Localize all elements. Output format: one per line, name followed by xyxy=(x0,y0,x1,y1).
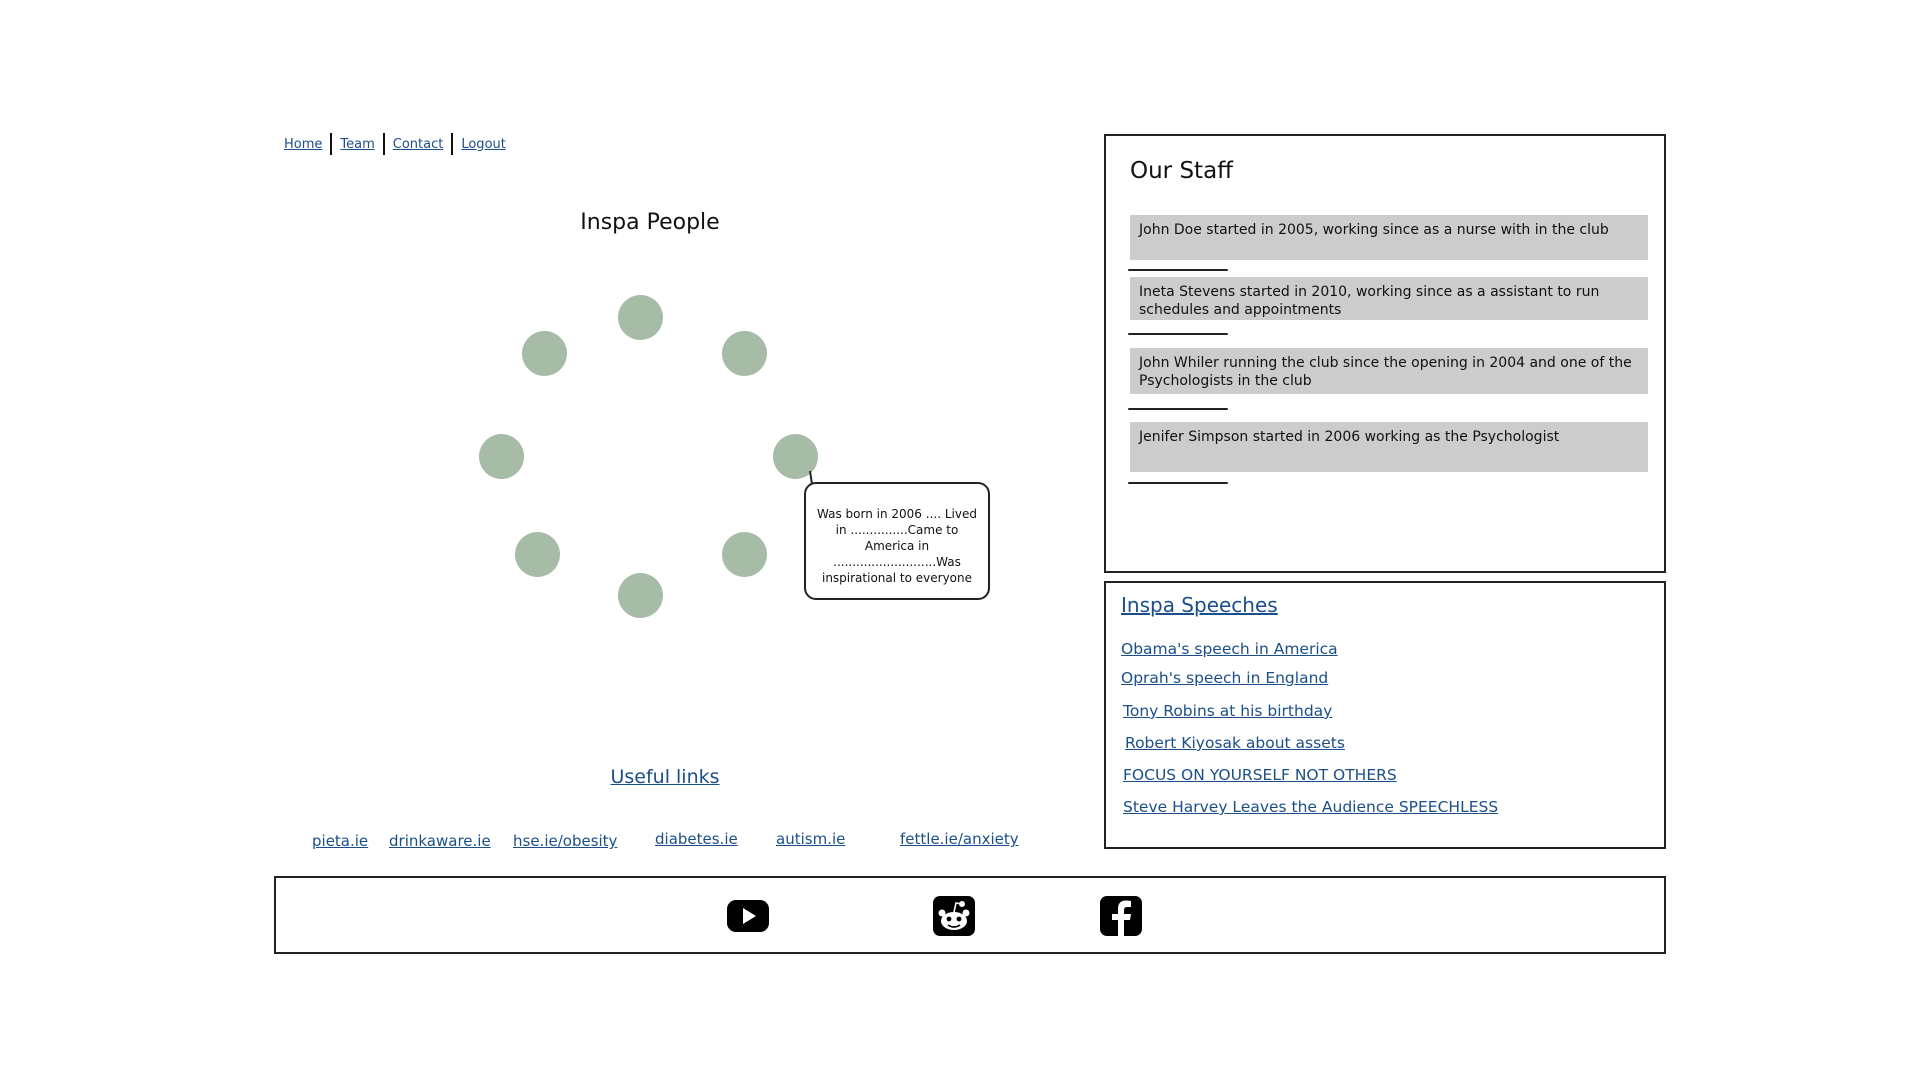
staff-item: Jenifer Simpson started in 2006 working … xyxy=(1130,422,1648,472)
person-avatar[interactable] xyxy=(618,573,663,618)
people-title: Inspa People xyxy=(520,210,780,235)
useful-link-hse-obesity[interactable]: hse.ie/obesity xyxy=(513,832,617,850)
staff-item: Ineta Stevens started in 2010, working s… xyxy=(1130,277,1648,320)
staff-item: John Whiler running the club since the o… xyxy=(1130,348,1648,394)
youtube-icon[interactable] xyxy=(726,896,770,936)
person-avatar[interactable] xyxy=(515,532,560,577)
speech-link[interactable]: Tony Robins at his birthday xyxy=(1123,702,1332,720)
speeches-title[interactable]: Inspa Speeches xyxy=(1121,593,1278,617)
facebook-icon[interactable] xyxy=(1099,896,1143,936)
useful-link-drinkaware[interactable]: drinkaware.ie xyxy=(389,832,491,850)
staff-title: Our Staff xyxy=(1130,158,1233,184)
person-avatar[interactable] xyxy=(722,331,767,376)
staff-item: John Doe started in 2005, working since … xyxy=(1130,215,1648,260)
staff-divider xyxy=(1128,408,1228,410)
speech-link[interactable]: Oprah's speech in England xyxy=(1121,669,1328,687)
useful-links-title[interactable]: Useful links xyxy=(560,766,770,788)
useful-link-fettle-anxiety[interactable]: fettle.ie/anxiety xyxy=(900,830,1019,848)
staff-divider xyxy=(1128,482,1228,484)
person-bio-tooltip: Was born in 2006 .... Lived in .........… xyxy=(804,482,990,600)
speech-link[interactable]: Obama's speech in America xyxy=(1121,640,1338,658)
speech-link[interactable]: Steve Harvey Leaves the Audience SPEECHL… xyxy=(1123,798,1498,816)
nav-team-link[interactable]: Team xyxy=(340,137,374,152)
person-avatar[interactable] xyxy=(479,434,524,479)
nav-divider xyxy=(383,133,385,155)
speech-link[interactable]: FOCUS ON YOURSELF NOT OTHERS xyxy=(1123,766,1397,784)
staff-divider xyxy=(1128,269,1228,271)
staff-divider xyxy=(1128,333,1228,335)
nav-divider xyxy=(330,133,332,155)
reddit-icon[interactable] xyxy=(932,896,976,936)
useful-link-diabetes[interactable]: diabetes.ie xyxy=(655,830,738,848)
person-avatar[interactable] xyxy=(522,331,567,376)
nav-contact-link[interactable]: Contact xyxy=(393,137,444,152)
nav-home-link[interactable]: Home xyxy=(284,137,322,152)
top-nav: Home Team Contact Logout xyxy=(284,133,506,155)
useful-link-autism[interactable]: autism.ie xyxy=(776,830,845,848)
useful-link-pieta[interactable]: pieta.ie xyxy=(312,832,368,850)
nav-logout-link[interactable]: Logout xyxy=(461,137,506,152)
speech-link[interactable]: Robert Kiyosak about assets xyxy=(1125,734,1345,752)
nav-divider xyxy=(451,133,453,155)
person-avatar[interactable] xyxy=(618,295,663,340)
person-avatar[interactable] xyxy=(722,532,767,577)
